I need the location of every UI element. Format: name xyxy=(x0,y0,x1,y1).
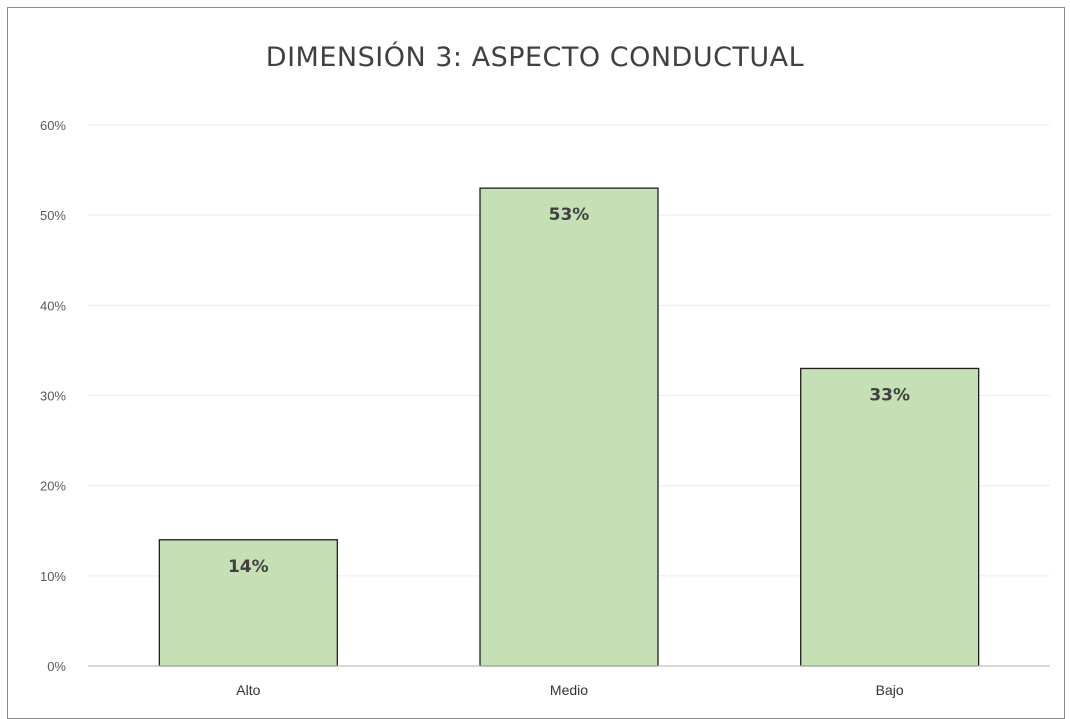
y-tick-label: 60% xyxy=(40,118,66,133)
x-tick-label: Bajo xyxy=(876,682,904,698)
data-label: 14% xyxy=(228,557,269,577)
y-tick-label: 50% xyxy=(40,208,66,223)
y-tick-label: 20% xyxy=(40,479,66,494)
x-axis-labels: Alto Medio Bajo xyxy=(236,682,904,698)
bar-bajo xyxy=(800,367,980,667)
y-tick-label: 10% xyxy=(40,569,66,584)
bar-medio xyxy=(479,187,659,667)
y-axis-labels: 0% 10% 20% 30% 40% 50% 60% xyxy=(40,118,66,674)
data-label: 33% xyxy=(869,385,910,405)
chart-title: DIMENSIÓN 3: ASPECTO CONDUCTUAL xyxy=(265,42,805,73)
y-tick-label: 30% xyxy=(40,389,66,404)
data-label: 53% xyxy=(549,205,590,225)
y-tick-label: 40% xyxy=(40,298,66,313)
bars xyxy=(158,187,980,667)
data-labels: 14% 53% 33% xyxy=(228,205,910,577)
y-tick-label: 0% xyxy=(47,659,66,674)
x-tick-label: Medio xyxy=(550,682,588,698)
x-tick-label: Alto xyxy=(236,682,260,698)
